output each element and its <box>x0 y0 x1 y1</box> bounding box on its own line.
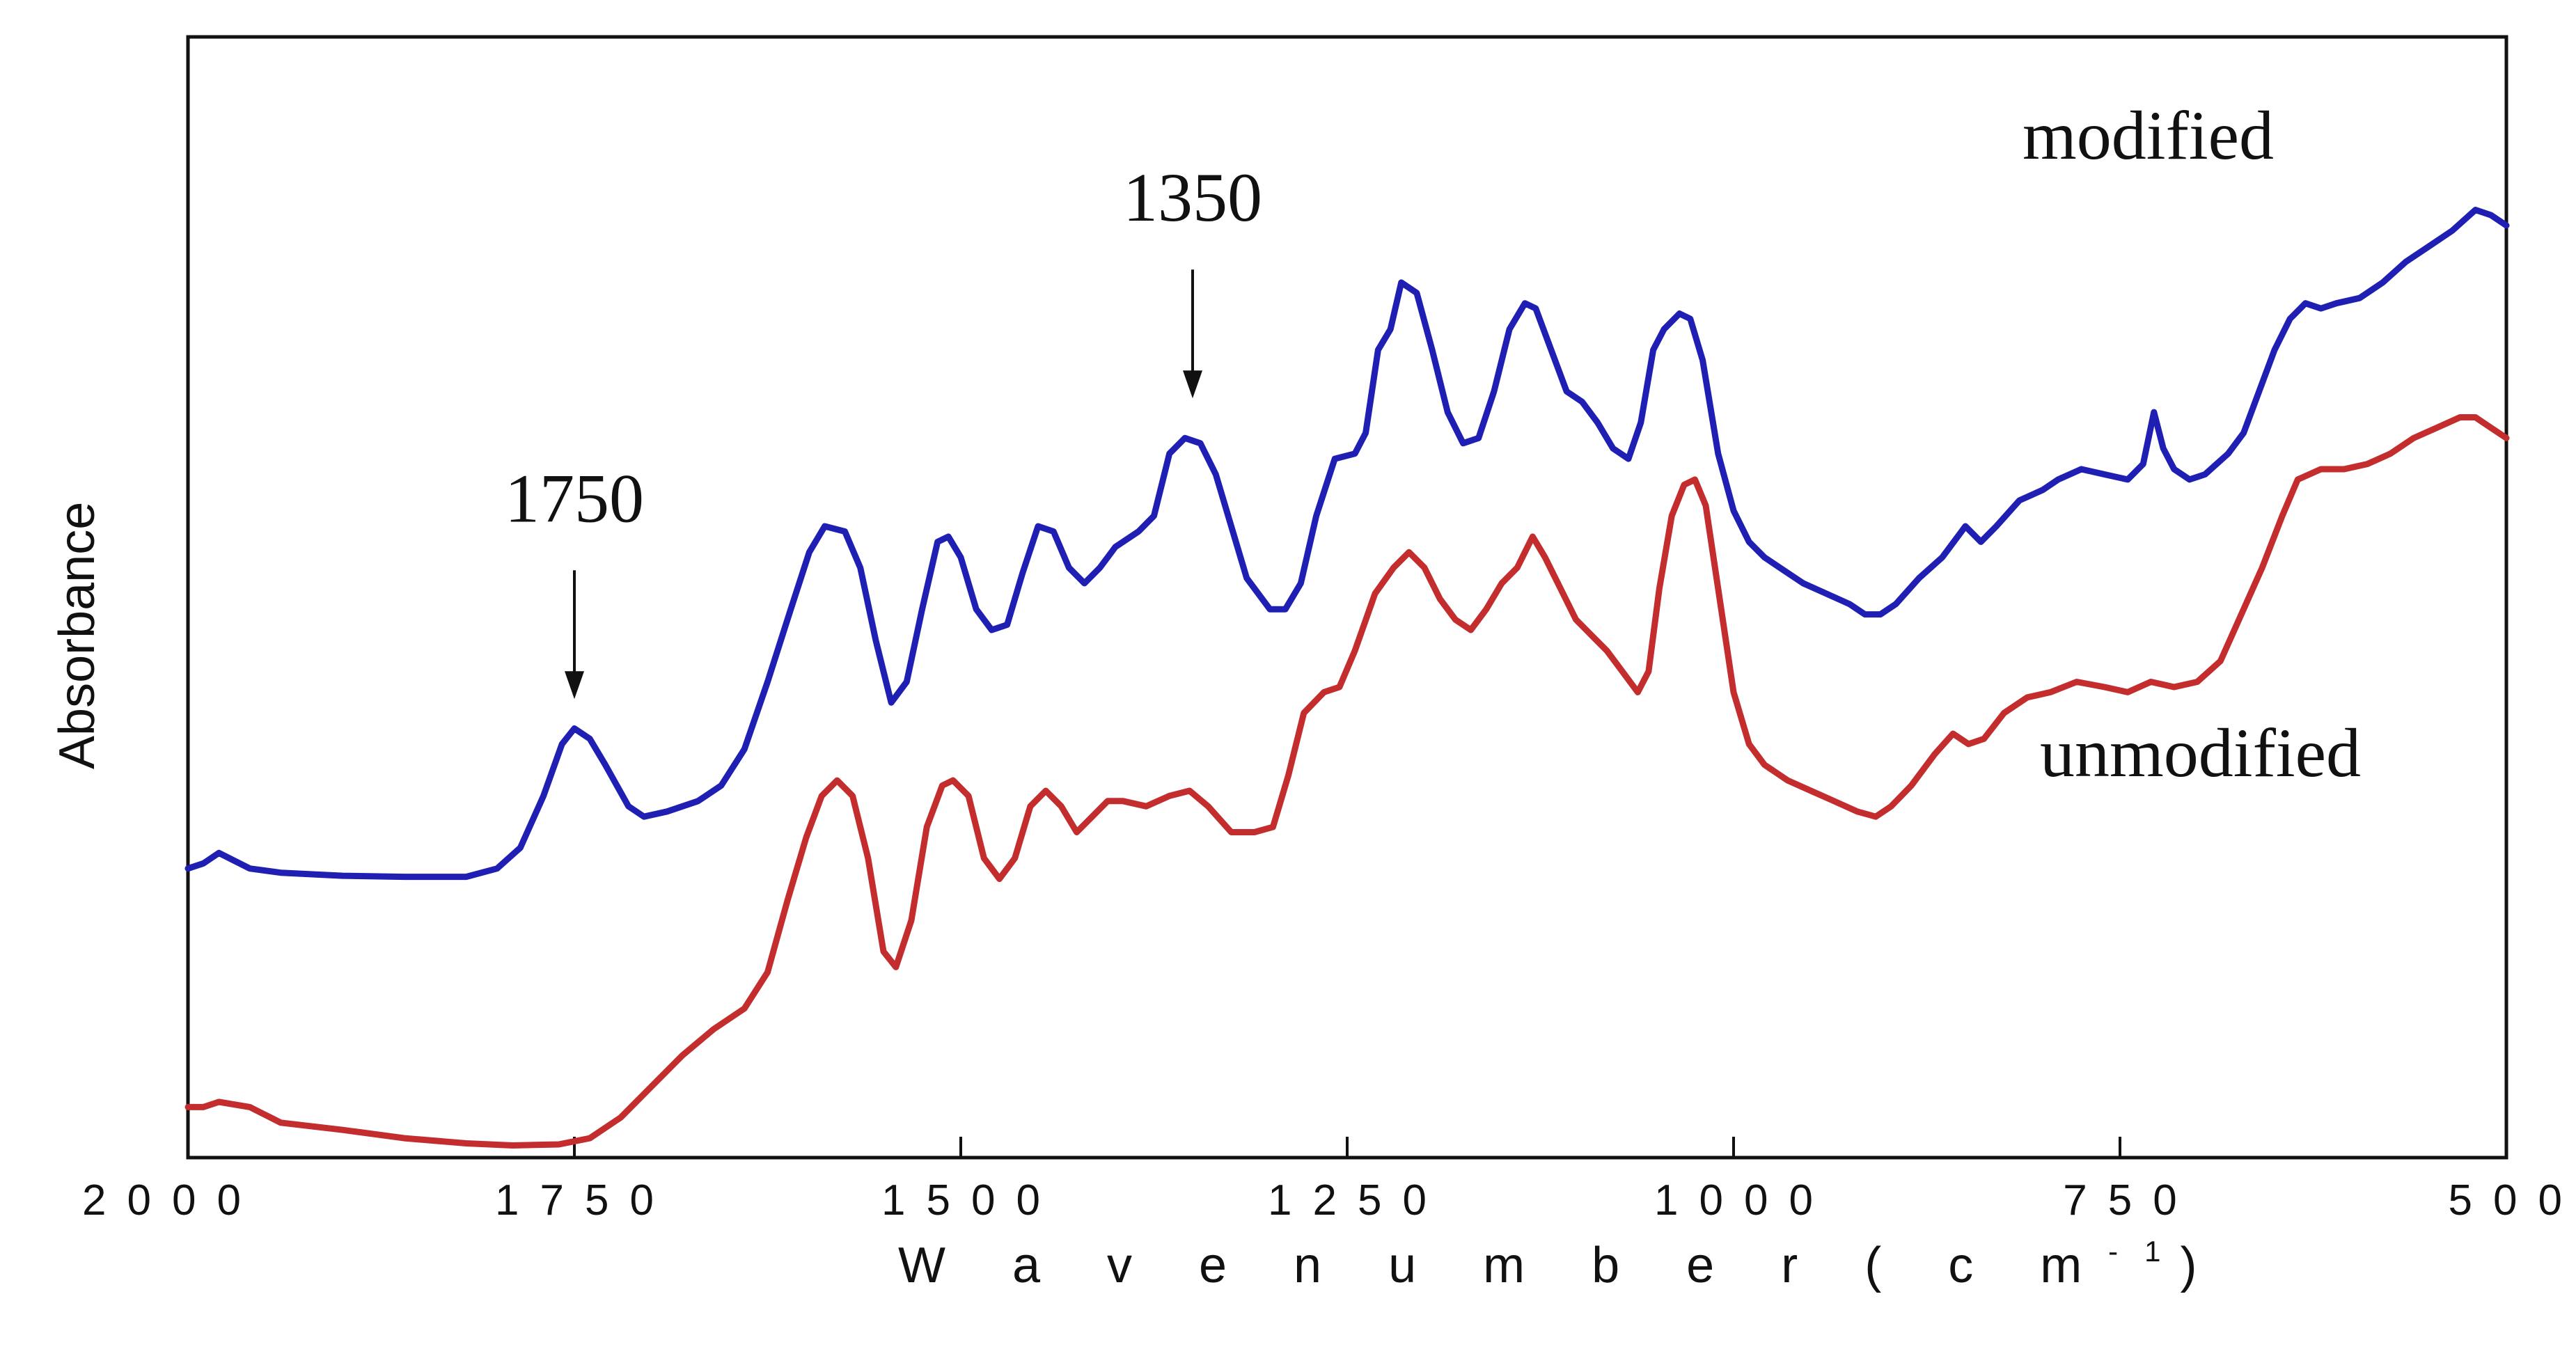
x-axis-title-close: ) <box>2181 1238 2224 1293</box>
x-axis-title-text: W a v e n u m b e r ( c m <box>898 1238 2108 1293</box>
y-axis-title: Absorbance <box>49 502 105 769</box>
series-label-modified: modified <box>2023 97 2274 174</box>
x-tick-label-1750: 1750 <box>495 1176 675 1224</box>
x-tick-label-1500: 1500 <box>881 1176 1061 1224</box>
series-line-modified <box>184 207 2510 881</box>
x-axis-title-sup: -1 <box>2108 1235 2187 1268</box>
x-axis-ticks <box>187 1137 2508 1158</box>
annotation-arrowhead-1350 <box>1183 370 1202 399</box>
annotation-layer: 1750 1350 <box>505 159 1262 700</box>
x-tick-label-500: 500 <box>2449 1176 2576 1224</box>
x-axis-title: W a v e n u m b e r ( c m-1) <box>898 1235 2224 1293</box>
annotation-1350: 1350 <box>1123 159 1262 236</box>
x-tick-label-2000: 2000 <box>82 1176 262 1224</box>
series-line-unmodified <box>184 414 2510 1149</box>
annotation-arrowhead-1750 <box>565 671 584 700</box>
x-tick-label-1000: 1000 <box>1654 1176 1834 1224</box>
x-tick-label-750: 750 <box>2063 1176 2197 1224</box>
x-axis-tick-labels: 2000 1750 1500 1250 1000 750 500 <box>82 1176 2576 1224</box>
series-label-unmodified: unmodified <box>2040 714 2361 791</box>
x-tick-label-1250: 1250 <box>1268 1176 1447 1224</box>
series-layer <box>184 207 2510 1149</box>
annotation-1750: 1750 <box>505 459 644 537</box>
plot-frame <box>186 35 2508 1160</box>
